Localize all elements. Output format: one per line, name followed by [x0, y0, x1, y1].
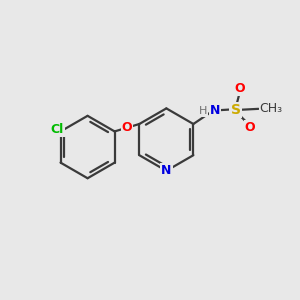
Text: CH₃: CH₃ [260, 102, 283, 115]
Text: S: S [231, 103, 241, 117]
Text: N: N [161, 164, 172, 177]
Text: O: O [244, 122, 255, 134]
Text: N: N [210, 103, 220, 116]
Text: O: O [234, 82, 245, 95]
Text: H: H [199, 106, 207, 116]
Text: O: O [122, 121, 132, 134]
Text: Cl: Cl [50, 123, 64, 136]
